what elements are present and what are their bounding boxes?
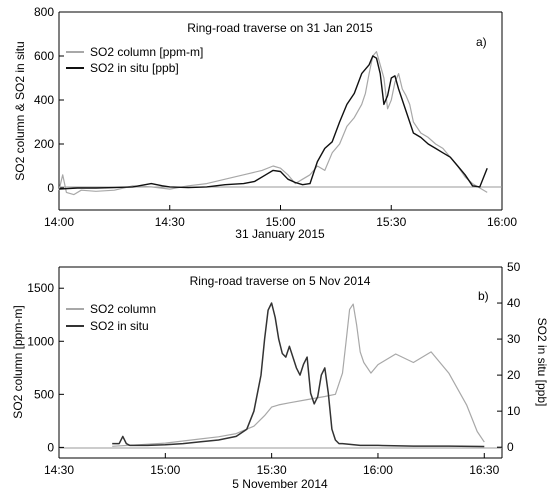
legend-b-label-insitu: SO2 in situ xyxy=(90,319,149,333)
panel-b-y-tick-label: 1500 xyxy=(27,281,54,295)
legend-b-label-column: SO2 column xyxy=(90,302,156,316)
panel-a-series-column-line xyxy=(58,50,488,196)
panel-b-label: b) xyxy=(478,289,489,303)
panel-a-y-ticks: 0 200 400 600 800 xyxy=(34,5,64,195)
panel-b-x-ticks: 14:30 15:00 15:30 16:00 16:30 xyxy=(44,453,500,477)
panel-b-series-insitu-line xyxy=(112,302,485,448)
panel-a-y-tick-label: 400 xyxy=(34,93,54,107)
panel-a-x-tick-label: 15:30 xyxy=(376,215,406,229)
panel-a-x-ticks: 14:00 14:30 15:00 15:30 16:00 xyxy=(44,205,517,229)
panel-b-y-tick-label: 1000 xyxy=(27,334,54,348)
panel-a-y-tick-label: 200 xyxy=(34,137,54,151)
panel-b-y-tick-right-label: 0 xyxy=(507,440,514,454)
panel-b-y-tick-right-label: 30 xyxy=(507,332,521,346)
panel-b-x-tick-label: 16:30 xyxy=(469,463,499,477)
panel-b-title: Ring-road traverse on 5 Nov 2014 xyxy=(190,274,371,288)
panel-b-series-column-line xyxy=(112,303,485,447)
panel-b-y-ticks-right: 0 10 20 30 40 50 xyxy=(497,260,521,454)
panel-b-x-tick-label: 14:30 xyxy=(44,463,74,477)
panel-b-y-tick-label: 0 xyxy=(47,440,54,454)
panel-b-x-tick-label: 15:00 xyxy=(150,463,180,477)
panel-b-legend: SO2 column SO2 in situ xyxy=(66,302,156,333)
panel-b: 0 500 1000 1500 0 10 20 30 40 50 14:30 15:00 15:30… xyxy=(11,260,549,491)
panel-a-y-tick-label: 800 xyxy=(34,5,54,19)
panel-b-y-tick-right-label: 10 xyxy=(507,404,521,418)
panel-b-x-tick-label: 15:30 xyxy=(257,463,287,477)
legend-a-label-insitu: SO2 in situ [ppb] xyxy=(90,61,179,75)
panel-b-ylabel-right: SO2 in situ [ppb] xyxy=(535,318,549,407)
panel-a-y-tick-label: 600 xyxy=(34,49,54,63)
panel-b-y-tick-right-label: 40 xyxy=(507,296,521,310)
panel-b-x-tick-label: 16:00 xyxy=(363,463,393,477)
panel-a-y-tick-label: 0 xyxy=(47,181,54,195)
panel-a-x-tick-label: 15:00 xyxy=(265,215,295,229)
panel-b-series xyxy=(112,302,485,448)
panel-a-x-tick-label: 14:00 xyxy=(44,215,74,229)
panel-a-label: a) xyxy=(476,35,487,49)
panel-b-y-tick-label: 500 xyxy=(34,387,54,401)
legend-a-label-column: SO2 column [ppm-m] xyxy=(90,45,203,59)
panel-b-y-tick-right-label: 50 xyxy=(507,260,521,274)
panel-b-y-tick-right-label: 20 xyxy=(507,368,521,382)
panel-a-ylabel: SO2 column & SO2 in situ xyxy=(13,41,27,180)
panel-b-ylabel: SO2 column [ppm-m] xyxy=(11,305,25,418)
panel-a-x-tick-label: 14:30 xyxy=(155,215,185,229)
panel-a-series xyxy=(58,50,488,196)
panel-b-y-ticks: 0 500 1000 1500 xyxy=(27,281,64,454)
panel-a-legend: SO2 column [ppm-m] SO2 in situ [ppb] xyxy=(66,45,203,75)
panel-a-xlabel: 31 January 2015 xyxy=(235,227,325,241)
panel-b-xlabel: 5 November 2014 xyxy=(232,477,328,491)
panel-a-title: Ring-road traverse on 31 Jan 2015 xyxy=(187,21,373,35)
panel-a-x-tick-label: 16:00 xyxy=(487,215,517,229)
panel-a-series-insitu-line xyxy=(58,55,488,190)
